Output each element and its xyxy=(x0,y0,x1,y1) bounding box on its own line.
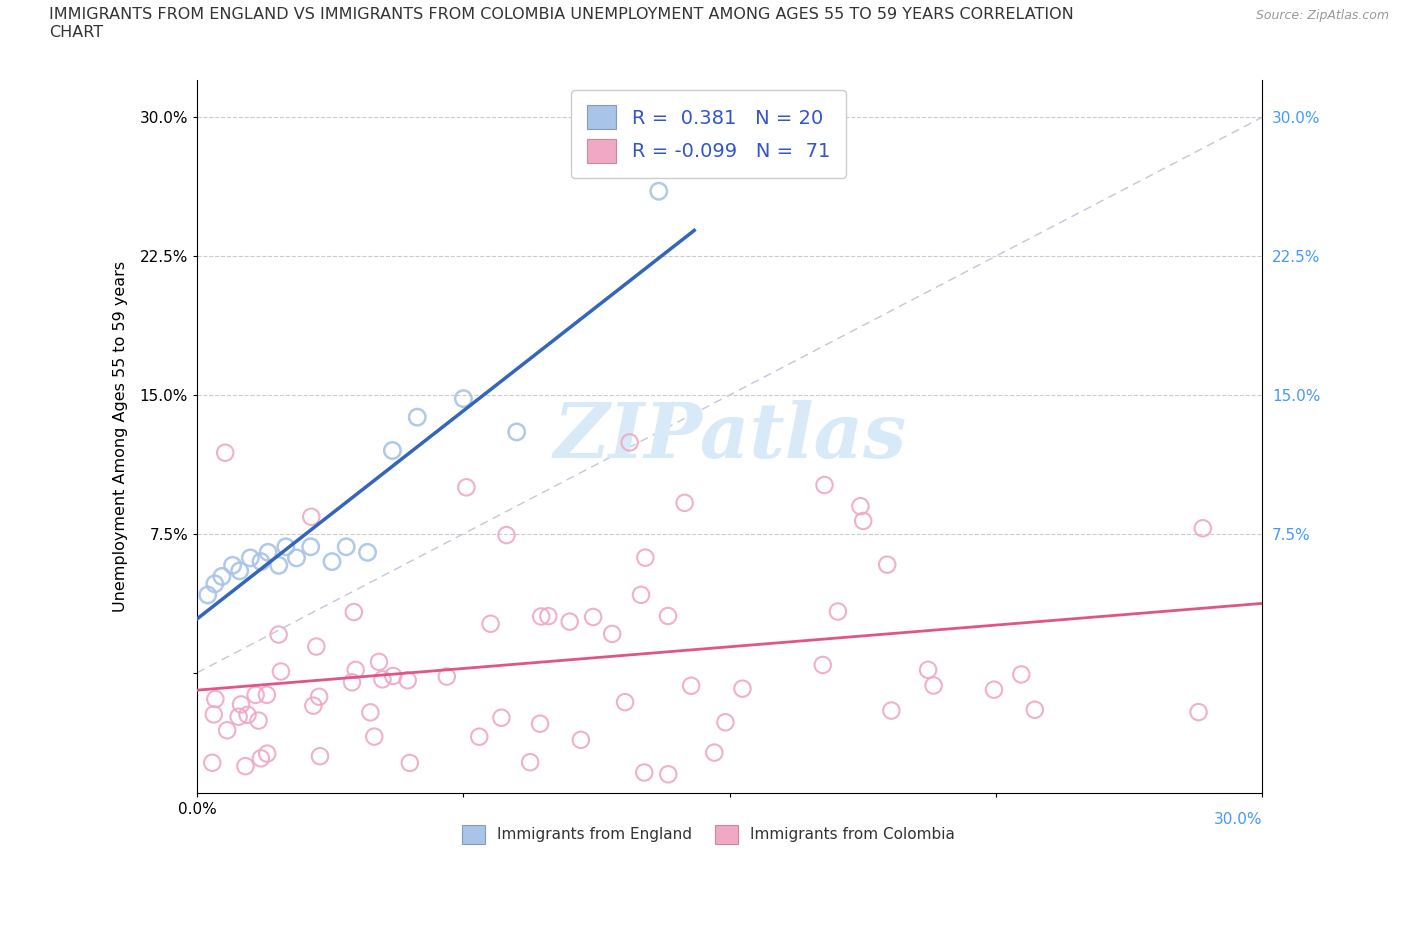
Text: ZIPatlas: ZIPatlas xyxy=(553,400,907,473)
Point xyxy=(371,671,394,686)
Point xyxy=(340,675,363,690)
Point xyxy=(250,751,273,765)
Point xyxy=(270,664,292,679)
Point xyxy=(204,577,226,591)
Point xyxy=(1187,705,1209,720)
Point xyxy=(245,687,267,702)
Point xyxy=(343,604,366,619)
Point xyxy=(256,687,278,702)
Point xyxy=(197,588,219,603)
Point xyxy=(495,527,517,542)
Text: Source: ZipAtlas.com: Source: ZipAtlas.com xyxy=(1256,9,1389,22)
Point xyxy=(703,745,725,760)
Point xyxy=(308,689,330,704)
Point xyxy=(614,695,637,710)
Point xyxy=(299,510,322,525)
Point xyxy=(335,539,357,554)
Point xyxy=(382,669,405,684)
Point xyxy=(398,755,420,770)
Point xyxy=(657,608,679,623)
Point xyxy=(714,715,737,730)
Point xyxy=(228,710,250,724)
Point xyxy=(201,755,224,770)
Point xyxy=(880,703,903,718)
Point xyxy=(530,609,553,624)
Point xyxy=(619,435,641,450)
Point xyxy=(505,424,527,439)
Point xyxy=(922,678,945,693)
Point xyxy=(302,698,325,713)
Text: 30.0%: 30.0% xyxy=(1213,812,1263,827)
Point xyxy=(267,558,290,573)
Point xyxy=(406,410,429,425)
Point xyxy=(1010,667,1032,682)
Point xyxy=(202,707,225,722)
Point xyxy=(852,513,875,528)
Point xyxy=(239,551,262,565)
Point xyxy=(285,551,308,565)
Point xyxy=(211,569,233,584)
Point xyxy=(876,557,898,572)
Point xyxy=(648,184,671,199)
Point xyxy=(204,692,226,707)
Point xyxy=(827,604,849,619)
Point xyxy=(214,445,236,460)
Point xyxy=(630,588,652,603)
Point xyxy=(1191,521,1213,536)
Point xyxy=(235,759,257,774)
Legend: Immigrants from England, Immigrants from Colombia: Immigrants from England, Immigrants from… xyxy=(456,818,962,850)
Point xyxy=(274,539,297,554)
Point xyxy=(849,498,872,513)
Point xyxy=(368,655,391,670)
Point xyxy=(634,551,657,565)
Point xyxy=(236,708,259,723)
Point xyxy=(247,713,270,728)
Point xyxy=(468,729,491,744)
Point xyxy=(731,681,754,696)
Point xyxy=(309,749,332,764)
Point xyxy=(537,609,560,624)
Point xyxy=(633,765,655,780)
Point xyxy=(250,554,273,569)
Point xyxy=(221,558,243,573)
Point xyxy=(299,539,322,554)
Point xyxy=(453,392,475,406)
Point xyxy=(228,564,250,578)
Point xyxy=(673,496,696,511)
Point xyxy=(217,723,239,737)
Point xyxy=(229,697,252,711)
Point xyxy=(363,729,385,744)
Point xyxy=(321,554,343,569)
Point xyxy=(381,443,404,458)
Point xyxy=(1024,702,1046,717)
Point xyxy=(456,480,478,495)
Point xyxy=(305,639,328,654)
Point xyxy=(359,705,381,720)
Point xyxy=(436,669,458,684)
Point xyxy=(344,662,367,677)
Text: CHART: CHART xyxy=(49,25,103,40)
Y-axis label: Unemployment Among Ages 55 to 59 years: Unemployment Among Ages 55 to 59 years xyxy=(114,261,128,612)
Point xyxy=(267,627,290,642)
Point xyxy=(569,733,592,748)
Point xyxy=(917,662,939,677)
Point xyxy=(558,614,581,629)
Point xyxy=(811,658,834,672)
Point xyxy=(813,478,835,493)
Point xyxy=(491,711,513,725)
Point xyxy=(983,683,1005,698)
Point xyxy=(257,545,280,560)
Point xyxy=(657,767,679,782)
Point xyxy=(519,755,541,770)
Point xyxy=(479,617,502,631)
Point xyxy=(356,545,378,560)
Point xyxy=(600,627,623,642)
Point xyxy=(582,609,605,624)
Point xyxy=(681,678,703,693)
Point xyxy=(396,672,419,687)
Point xyxy=(256,746,278,761)
Text: IMMIGRANTS FROM ENGLAND VS IMMIGRANTS FROM COLOMBIA UNEMPLOYMENT AMONG AGES 55 T: IMMIGRANTS FROM ENGLAND VS IMMIGRANTS FR… xyxy=(49,7,1074,22)
Point xyxy=(529,716,551,731)
